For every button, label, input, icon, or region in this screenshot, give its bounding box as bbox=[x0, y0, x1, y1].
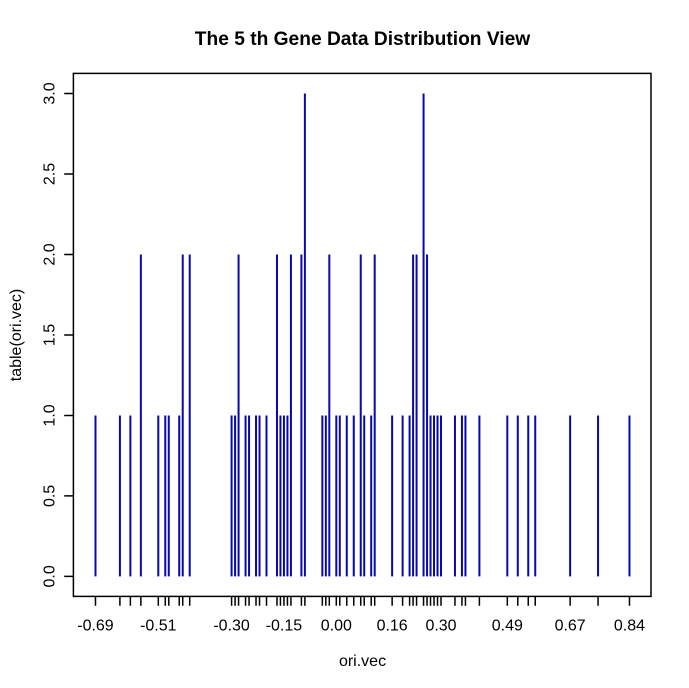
svg-text:0.84: 0.84 bbox=[614, 618, 645, 635]
svg-text:2.0: 2.0 bbox=[42, 243, 59, 265]
svg-text:ori.vec: ori.vec bbox=[339, 653, 386, 670]
svg-text:-0.15: -0.15 bbox=[266, 618, 303, 635]
svg-text:0.30: 0.30 bbox=[425, 618, 456, 635]
svg-text:0.00: 0.00 bbox=[321, 618, 352, 635]
svg-text:2.5: 2.5 bbox=[42, 163, 59, 185]
svg-text:0.0: 0.0 bbox=[42, 565, 59, 587]
svg-text:0.16: 0.16 bbox=[377, 618, 408, 635]
svg-text:-0.69: -0.69 bbox=[77, 618, 114, 635]
svg-text:0.5: 0.5 bbox=[42, 485, 59, 507]
svg-text:1.0: 1.0 bbox=[42, 404, 59, 426]
svg-text:-0.30: -0.30 bbox=[213, 618, 250, 635]
svg-text:0.49: 0.49 bbox=[492, 618, 523, 635]
svg-text:The 5 th Gene Data Distributio: The 5 th Gene Data Distribution View bbox=[195, 29, 531, 50]
svg-text:-0.51: -0.51 bbox=[140, 618, 177, 635]
svg-text:table(ori.vec): table(ori.vec) bbox=[8, 289, 25, 381]
svg-text:3.0: 3.0 bbox=[42, 82, 59, 104]
svg-text:1.5: 1.5 bbox=[42, 324, 59, 346]
svg-text:0.67: 0.67 bbox=[555, 618, 586, 635]
